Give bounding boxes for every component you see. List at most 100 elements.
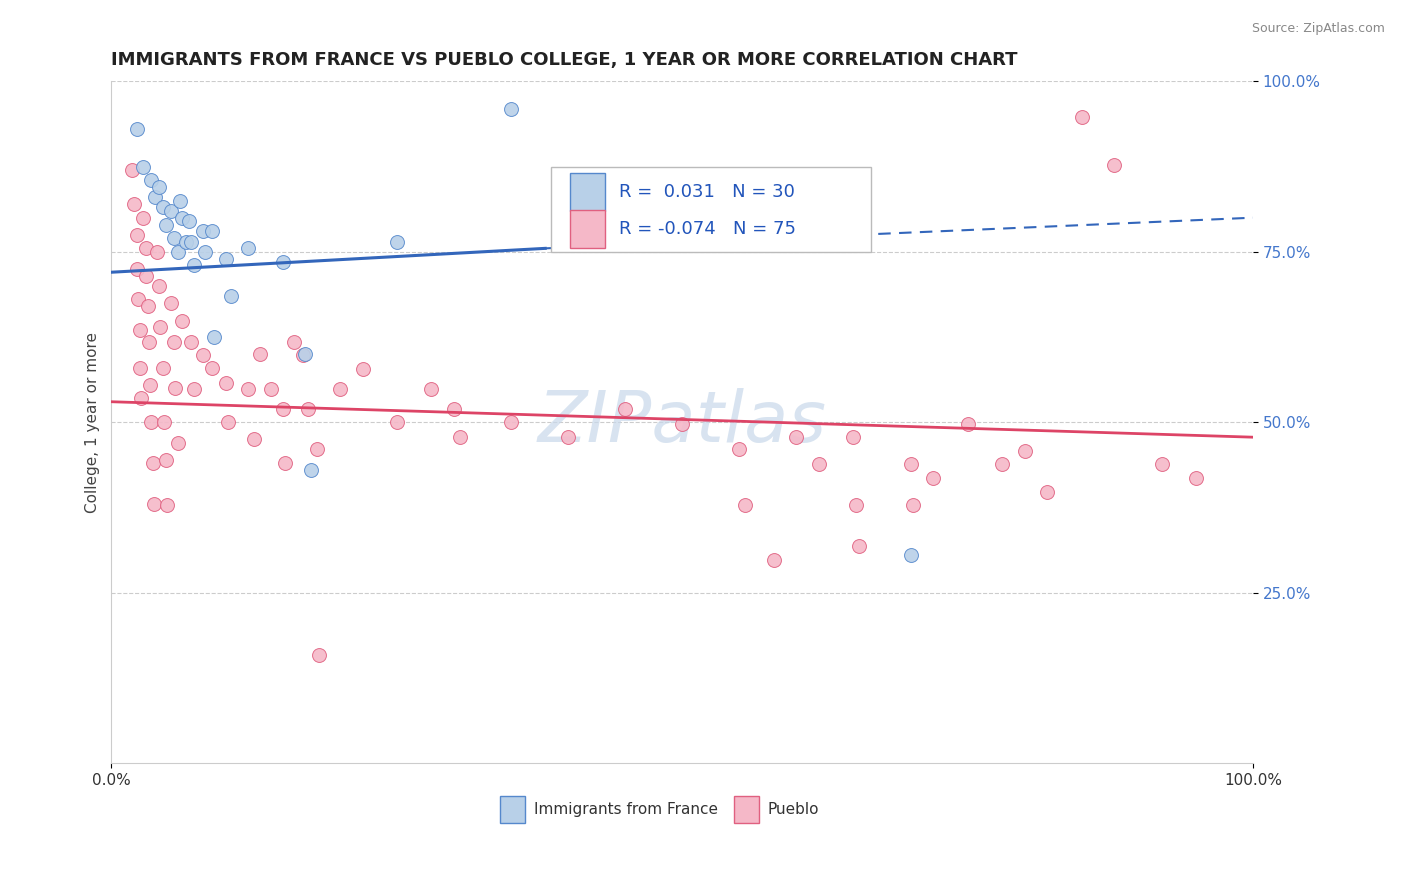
Point — [217, 415, 239, 429]
Point — [991, 458, 1014, 472]
Point — [122, 197, 145, 211]
Text: IMMIGRANTS FROM FRANCE VS PUEBLO COLLEGE, 1 YEAR OR MORE CORRELATION CHART: IMMIGRANTS FROM FRANCE VS PUEBLO COLLEGE… — [111, 51, 1018, 69]
Point — [385, 235, 408, 249]
Point — [249, 347, 271, 361]
Point — [614, 401, 637, 416]
Point — [283, 334, 305, 349]
Point — [449, 430, 471, 444]
Point — [125, 122, 148, 136]
Point — [183, 383, 205, 397]
Point — [499, 415, 522, 429]
Point — [219, 289, 242, 303]
Point — [132, 211, 155, 225]
Point — [329, 383, 352, 397]
Point — [1102, 157, 1125, 171]
Point — [238, 241, 260, 255]
Point — [762, 553, 785, 567]
Point — [149, 319, 172, 334]
Point — [163, 231, 186, 245]
Point — [243, 432, 266, 446]
Point — [499, 102, 522, 116]
FancyBboxPatch shape — [551, 167, 870, 252]
Point — [172, 314, 194, 328]
Point — [163, 334, 186, 349]
Point — [156, 499, 179, 513]
Point — [201, 224, 224, 238]
Point — [808, 458, 831, 472]
Point — [127, 293, 149, 307]
FancyBboxPatch shape — [571, 173, 605, 211]
Point — [557, 430, 579, 444]
Point — [143, 190, 166, 204]
Point — [129, 360, 152, 375]
Point — [1036, 484, 1059, 499]
Point — [129, 392, 152, 406]
Point — [671, 238, 693, 252]
Point — [1150, 458, 1173, 472]
Point — [135, 241, 157, 255]
Point — [136, 299, 159, 313]
Point — [274, 456, 297, 470]
Point — [956, 417, 979, 431]
Point — [172, 211, 194, 225]
Point — [420, 383, 443, 397]
Point — [900, 548, 922, 562]
Point — [159, 296, 181, 310]
Point — [125, 227, 148, 242]
Point — [352, 362, 374, 376]
Point — [734, 499, 756, 513]
Point — [135, 268, 157, 283]
Point — [132, 160, 155, 174]
Point — [169, 194, 191, 208]
Point — [845, 499, 868, 513]
Point — [180, 334, 202, 349]
Point — [194, 244, 217, 259]
FancyBboxPatch shape — [571, 210, 605, 247]
Y-axis label: College, 1 year or more: College, 1 year or more — [86, 332, 100, 513]
Point — [141, 415, 163, 429]
Point — [138, 334, 160, 349]
Point — [121, 163, 143, 178]
Point — [385, 415, 408, 429]
Point — [141, 456, 163, 470]
Point — [1014, 443, 1036, 458]
Point — [152, 360, 174, 375]
FancyBboxPatch shape — [499, 796, 524, 823]
Point — [201, 360, 224, 375]
Point — [260, 383, 283, 397]
Text: Immigrants from France: Immigrants from France — [534, 802, 718, 817]
Point — [159, 203, 181, 218]
Point — [728, 442, 751, 457]
Point — [214, 376, 236, 390]
Text: ZIPatlas: ZIPatlas — [537, 388, 827, 457]
Point — [139, 377, 162, 392]
FancyBboxPatch shape — [734, 796, 759, 823]
Point — [922, 471, 945, 485]
Point — [155, 218, 177, 232]
Text: Pueblo: Pueblo — [768, 802, 820, 817]
Point — [294, 347, 316, 361]
Point — [166, 244, 188, 259]
Point — [148, 278, 170, 293]
Point — [292, 348, 315, 362]
Point — [842, 430, 865, 444]
Point — [191, 224, 214, 238]
Point — [177, 214, 200, 228]
Point — [900, 458, 922, 472]
Point — [785, 430, 807, 444]
Point — [214, 252, 236, 266]
Point — [146, 244, 169, 259]
Point — [443, 401, 465, 416]
Point — [152, 201, 174, 215]
Point — [174, 235, 197, 249]
Point — [1185, 471, 1208, 485]
Point — [183, 259, 205, 273]
Point — [142, 497, 165, 511]
Text: Source: ZipAtlas.com: Source: ZipAtlas.com — [1251, 22, 1385, 36]
Point — [191, 348, 214, 362]
Point — [141, 173, 163, 187]
Point — [308, 648, 330, 663]
Point — [153, 415, 176, 429]
Point — [180, 235, 202, 249]
Point — [297, 401, 319, 416]
